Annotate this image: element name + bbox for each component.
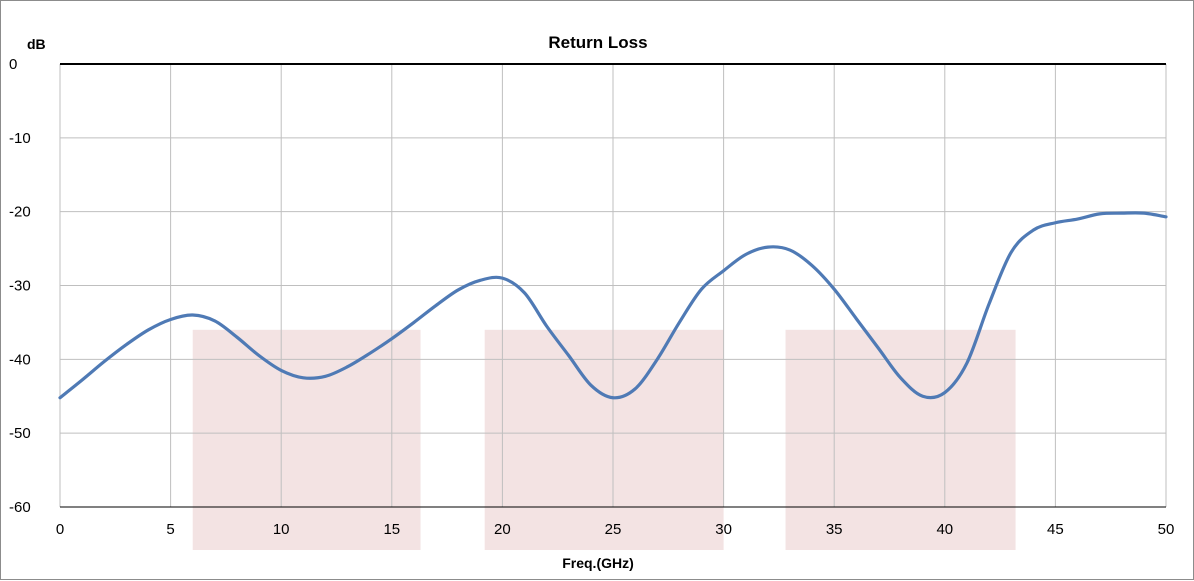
y-axis-unit-label: dB — [27, 36, 46, 52]
y-tick-label: -10 — [9, 130, 31, 147]
x-tick-label: 0 — [56, 521, 64, 538]
shaded-bands — [192, 329, 1016, 550]
y-tick-label: -50 — [9, 425, 31, 442]
x-tick-label: 35 — [826, 521, 843, 538]
y-tick-label: -20 — [9, 204, 31, 221]
x-tick-label: 10 — [273, 521, 290, 538]
x-tick-label: 5 — [166, 521, 174, 538]
shaded-band-3 — [785, 329, 1016, 550]
return-loss-series-line — [58, 211, 1168, 400]
x-tick-label: 45 — [1047, 521, 1064, 538]
x-tick-label: 15 — [383, 521, 400, 538]
x-tick-label: 30 — [715, 521, 732, 538]
grid-lines — [59, 63, 1167, 508]
y-tick-label: -30 — [9, 278, 31, 295]
x-axis-label: Freq.(GHz) — [562, 555, 634, 571]
x-tick-label: 40 — [936, 521, 953, 538]
shaded-band-1 — [192, 329, 421, 550]
series-group — [58, 211, 1168, 400]
x-tick-label: 50 — [1158, 521, 1175, 538]
y-tick-label: -60 — [9, 499, 31, 516]
chart-title: Return Loss — [548, 33, 647, 52]
y-tick-label: 0 — [9, 56, 17, 73]
shaded-band-2 — [484, 329, 724, 550]
tick-labels: 0 5 10 15 20 25 30 35 40 45 50 0 -10 -20 -30 -40 -50 -60 — [9, 56, 1174, 538]
y-tick-label: -40 — [9, 351, 31, 368]
x-tick-label: 25 — [605, 521, 622, 538]
x-tick-label: 20 — [494, 521, 511, 538]
